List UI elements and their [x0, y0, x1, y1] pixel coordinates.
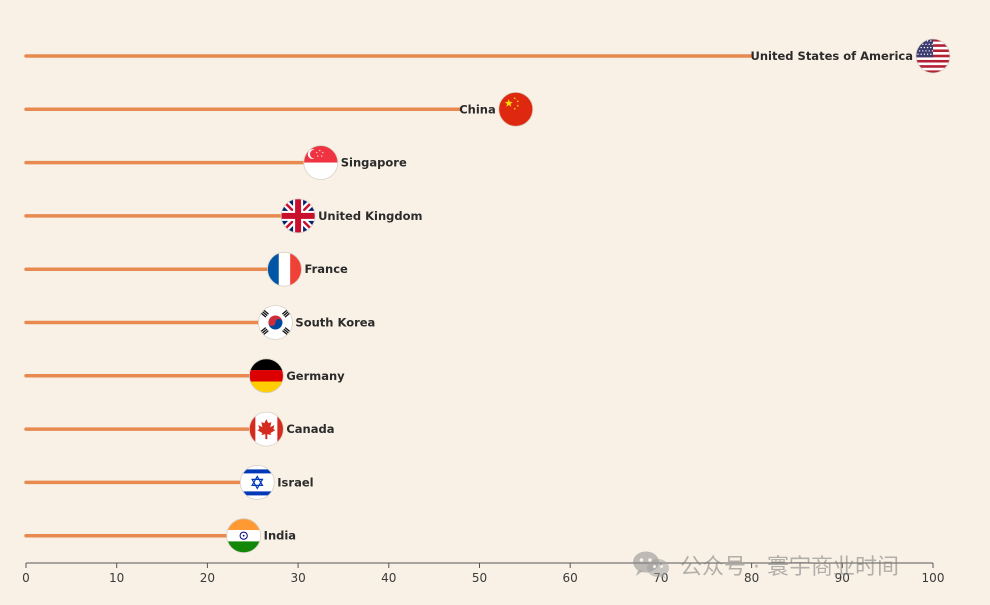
label-south-korea: South Korea	[295, 316, 375, 330]
label-canada: Canada	[286, 422, 334, 436]
x-tick-label-80: 80	[744, 571, 759, 585]
x-tick-label-90: 90	[835, 571, 850, 585]
india-flag	[226, 518, 262, 554]
wechat-icon	[632, 550, 670, 580]
watermark-text: 公众号 · 寰宇商业时间	[680, 555, 899, 580]
canada-flag	[248, 411, 284, 447]
usa-flag	[915, 38, 951, 74]
labels-layer: United States of America China Singapore Un…	[264, 49, 913, 543]
china-flag	[498, 91, 534, 127]
flags-layer	[226, 38, 951, 554]
label-united-kingdom: United Kingdom	[318, 209, 422, 223]
watermark: 公众号 · 寰宇商业时间	[632, 549, 899, 581]
x-tick-label-60: 60	[563, 571, 578, 585]
x-tick-label-40: 40	[381, 571, 396, 585]
x-tick-label-50: 50	[472, 571, 487, 585]
israel-flag	[239, 464, 275, 500]
label-france: France	[304, 262, 348, 276]
singapore-flag	[303, 145, 339, 181]
label-united-states-of-america: United States of America	[751, 49, 913, 63]
france-flag	[267, 251, 302, 287]
germany-flag	[248, 358, 284, 394]
x-tick-label-0: 0	[22, 571, 30, 585]
x-tick-label-100: 100	[922, 571, 945, 585]
x-tick-label-10: 10	[109, 571, 124, 585]
x-tick-label-20: 20	[200, 571, 215, 585]
uk-flag	[280, 198, 316, 234]
label-germany: Germany	[286, 369, 345, 383]
label-singapore: Singapore	[341, 156, 407, 170]
label-china: China	[459, 102, 496, 116]
label-india: India	[264, 529, 296, 543]
bars-layer	[24, 54, 754, 538]
label-israel: Israel	[277, 475, 313, 489]
x-tick-label-30: 30	[290, 571, 305, 585]
south-korea-flag	[258, 305, 293, 340]
